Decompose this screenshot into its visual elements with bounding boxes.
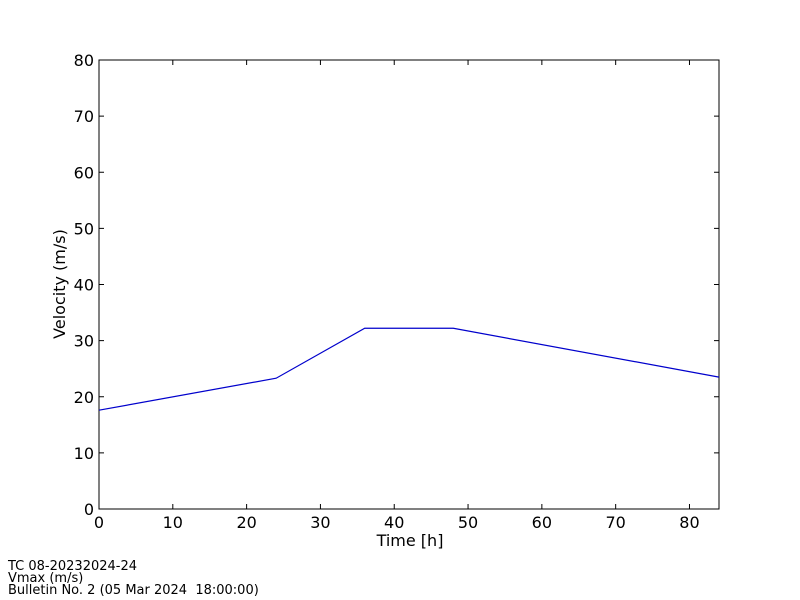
footer-line: Vmax (m/s) (8, 571, 83, 586)
y-tick-label: 40 (74, 276, 94, 295)
footer-line: TC 08-20232024-24 (7, 559, 137, 574)
x-tick-label: 30 (310, 513, 330, 532)
plot-frame (98, 59, 720, 510)
y-tick-label: 10 (74, 444, 94, 463)
x-tick-label: 40 (384, 513, 404, 532)
x-tick-label: 60 (532, 513, 552, 532)
y-tick-label: 60 (74, 163, 94, 182)
x-tick-label: 20 (236, 513, 256, 532)
y-axis-label: Velocity (m/s) (50, 229, 69, 339)
x-tick-label: 80 (679, 513, 699, 532)
x-axis-label: Time [h] (376, 531, 444, 550)
x-tick-label: 10 (163, 513, 183, 532)
y-tick-label: 20 (74, 388, 94, 407)
x-tick-label: 70 (605, 513, 625, 532)
y-tick-label: 0 (84, 500, 94, 519)
x-tick-label: 0 (94, 513, 104, 532)
x-tick-label: 50 (458, 513, 478, 532)
footer-line: Bulletin No. 2 (05 Mar 2024 18:00:00) (8, 583, 259, 598)
y-tick-label: 70 (74, 107, 94, 126)
y-tick-label: 80 (74, 51, 94, 70)
y-tick-label: 50 (74, 219, 94, 238)
data-line (98, 327, 720, 411)
y-tick-label: 30 (74, 332, 94, 351)
